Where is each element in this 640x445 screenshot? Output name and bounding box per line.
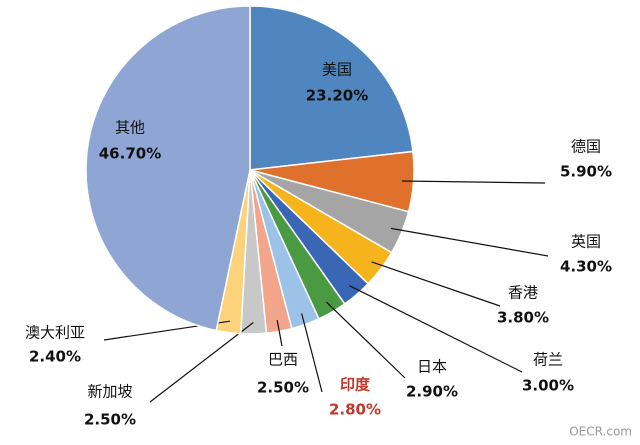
slice-label: 新加坡 xyxy=(87,383,132,401)
slice-label: 日本 xyxy=(417,358,447,376)
slice-label: 英国 xyxy=(571,233,601,251)
slice-label: 澳大利亚 xyxy=(25,324,85,342)
value-label: 46.70% xyxy=(99,145,161,163)
value-label: 2.50% xyxy=(257,379,309,397)
slice-label: 香港 xyxy=(508,284,538,302)
leader-line xyxy=(276,319,283,347)
value-label: 5.90% xyxy=(560,163,612,181)
value-label: 23.20% xyxy=(306,87,368,105)
value-label: 2.50% xyxy=(84,411,136,429)
slice-label: 美国 xyxy=(322,61,352,79)
pie-slice xyxy=(85,5,251,332)
value-label: 3.00% xyxy=(522,377,574,395)
slice-label: 其他 xyxy=(115,119,145,137)
pie-slice xyxy=(249,5,414,171)
value-label: 2.80% xyxy=(329,401,381,419)
slice-label: 巴西 xyxy=(268,351,298,369)
value-label: 2.90% xyxy=(406,383,458,401)
leader-line xyxy=(390,227,549,257)
leader-line xyxy=(371,261,501,307)
leader-line xyxy=(325,301,406,379)
value-label: 4.30% xyxy=(560,258,612,276)
slice-label: 印度 xyxy=(340,376,371,394)
slice-label: 德国 xyxy=(571,138,601,156)
leader-line xyxy=(149,322,254,403)
value-label: 3.80% xyxy=(497,309,549,327)
slice-label: 荷兰 xyxy=(533,351,563,369)
leader-line xyxy=(349,285,523,373)
leader-line xyxy=(301,313,323,393)
value-label: 2.40% xyxy=(29,348,81,366)
leader-line xyxy=(402,180,546,184)
watermark: OECR.com xyxy=(569,425,632,439)
